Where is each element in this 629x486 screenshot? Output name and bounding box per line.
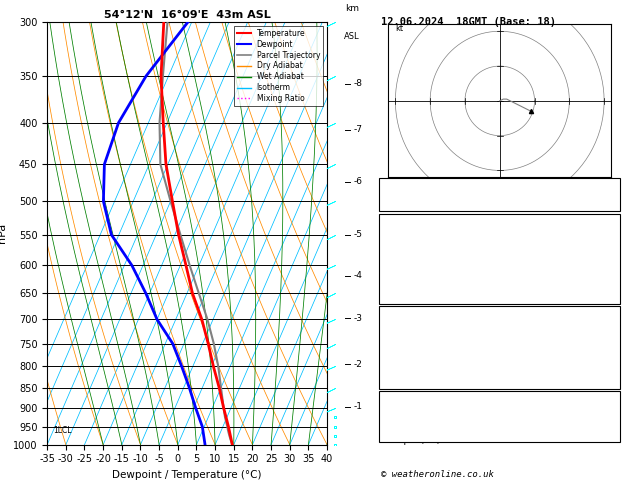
Text: 12.06.2024  18GMT (Base: 18): 12.06.2024 18GMT (Base: 18)	[381, 17, 555, 27]
Text: CIN (J): CIN (J)	[382, 290, 420, 299]
Text: 3: 3	[611, 264, 616, 274]
Text: Surface: Surface	[481, 217, 518, 226]
Text: 1.35: 1.35	[595, 203, 616, 212]
Text: -3: -3	[353, 314, 362, 323]
Text: 2B: 2B	[606, 436, 616, 445]
Text: Hodograph: Hodograph	[476, 394, 523, 403]
Text: CAPE (J): CAPE (J)	[382, 277, 425, 286]
Title: 54°12'N  16°09'E  43m ASL: 54°12'N 16°09'E 43m ASL	[104, 10, 270, 20]
Text: -6: -6	[353, 177, 362, 186]
Text: 1010: 1010	[595, 319, 616, 328]
Text: EH: EH	[382, 404, 393, 413]
Text: StmDir: StmDir	[382, 425, 415, 434]
Text: 21: 21	[606, 415, 616, 424]
Text: 304: 304	[600, 332, 616, 342]
Text: 0: 0	[611, 373, 616, 382]
Text: 0: 0	[611, 290, 616, 299]
Text: Temp (°C): Temp (°C)	[382, 226, 431, 236]
Text: Lifted Index: Lifted Index	[382, 264, 447, 274]
Text: Totals Totals: Totals Totals	[382, 192, 452, 202]
Text: 110: 110	[600, 277, 616, 286]
Text: -8: -8	[353, 79, 362, 88]
Text: θₑ (K): θₑ (K)	[382, 332, 415, 342]
Text: SREH: SREH	[382, 415, 404, 424]
Text: 7.3: 7.3	[600, 239, 616, 248]
Text: 47: 47	[606, 192, 616, 202]
Text: -1: -1	[353, 402, 362, 412]
Text: -7: -7	[353, 125, 362, 134]
Text: StmSpd (kt): StmSpd (kt)	[382, 436, 442, 445]
Text: Most Unstable: Most Unstable	[464, 309, 535, 318]
Text: © weatheronline.co.uk: © weatheronline.co.uk	[381, 469, 493, 479]
Text: 3: 3	[611, 346, 616, 355]
Text: 11: 11	[606, 404, 616, 413]
Text: PW (cm): PW (cm)	[382, 203, 420, 212]
Text: CAPE (J): CAPE (J)	[382, 360, 425, 369]
Text: θₑ(K): θₑ(K)	[382, 252, 409, 261]
Text: kt: kt	[396, 24, 403, 33]
Y-axis label: hPa: hPa	[0, 223, 8, 243]
Text: 304: 304	[600, 252, 616, 261]
Text: Pressure (mb): Pressure (mb)	[382, 319, 452, 328]
Text: -4: -4	[353, 271, 362, 280]
Text: 1LCL: 1LCL	[53, 426, 71, 435]
X-axis label: Dewpoint / Temperature (°C): Dewpoint / Temperature (°C)	[113, 470, 262, 480]
Text: 8: 8	[611, 182, 616, 191]
Text: CIN (J): CIN (J)	[382, 373, 420, 382]
Text: 286°: 286°	[595, 425, 616, 434]
Text: Dewp (°C): Dewp (°C)	[382, 239, 431, 248]
Text: -5: -5	[353, 230, 362, 239]
Text: ASL: ASL	[345, 33, 360, 41]
Text: K: K	[382, 182, 388, 191]
Legend: Temperature, Dewpoint, Parcel Trajectory, Dry Adiabat, Wet Adiabat, Isotherm, Mi: Temperature, Dewpoint, Parcel Trajectory…	[234, 26, 323, 106]
Text: 14.6: 14.6	[595, 226, 616, 236]
Text: Lifted Index: Lifted Index	[382, 346, 447, 355]
Text: -2: -2	[353, 360, 362, 368]
Text: 110: 110	[600, 360, 616, 369]
Text: km: km	[345, 4, 359, 14]
